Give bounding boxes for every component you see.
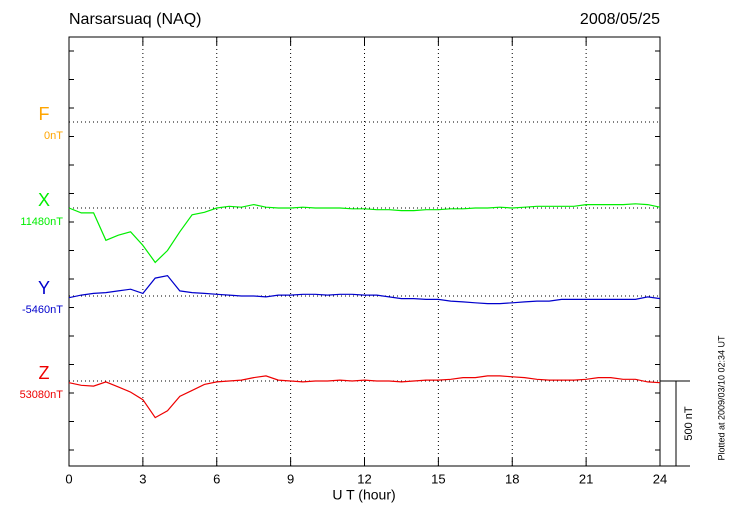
- x-tick-label: 3: [139, 471, 146, 486]
- x-tick-label: 6: [213, 471, 220, 486]
- channel-name: X: [38, 190, 50, 210]
- channel-baseline: -5460nT: [22, 304, 63, 316]
- trace: [68, 203, 661, 264]
- trace: [68, 375, 661, 419]
- x-tick-label: 0: [65, 471, 72, 486]
- channel-name: F: [39, 104, 50, 124]
- x-tick-label: 15: [431, 471, 445, 486]
- x-axis-label: U T (hour): [332, 487, 395, 503]
- chart-title: Narsarsuaq (NAQ): [69, 11, 201, 28]
- channel-name: Z: [39, 363, 50, 383]
- chart-date: 2008/05/25: [580, 11, 660, 28]
- x-tick-label: 12: [357, 471, 371, 486]
- scale-bar-label: 500 nT: [683, 406, 695, 441]
- trace: [68, 274, 661, 305]
- x-tick-label: 24: [653, 471, 667, 486]
- x-tick-label: 21: [579, 471, 593, 486]
- channel-baseline: 53080nT: [20, 389, 64, 401]
- channel-baseline: 11480nT: [20, 216, 63, 228]
- channel-name: Y: [38, 278, 50, 298]
- x-tick-label: 18: [505, 471, 519, 486]
- x-tick-label: 9: [287, 471, 294, 486]
- footnote: Plotted at 2009/03/10 02:34 UT: [716, 335, 726, 461]
- channel-baseline: 0nT: [44, 130, 63, 142]
